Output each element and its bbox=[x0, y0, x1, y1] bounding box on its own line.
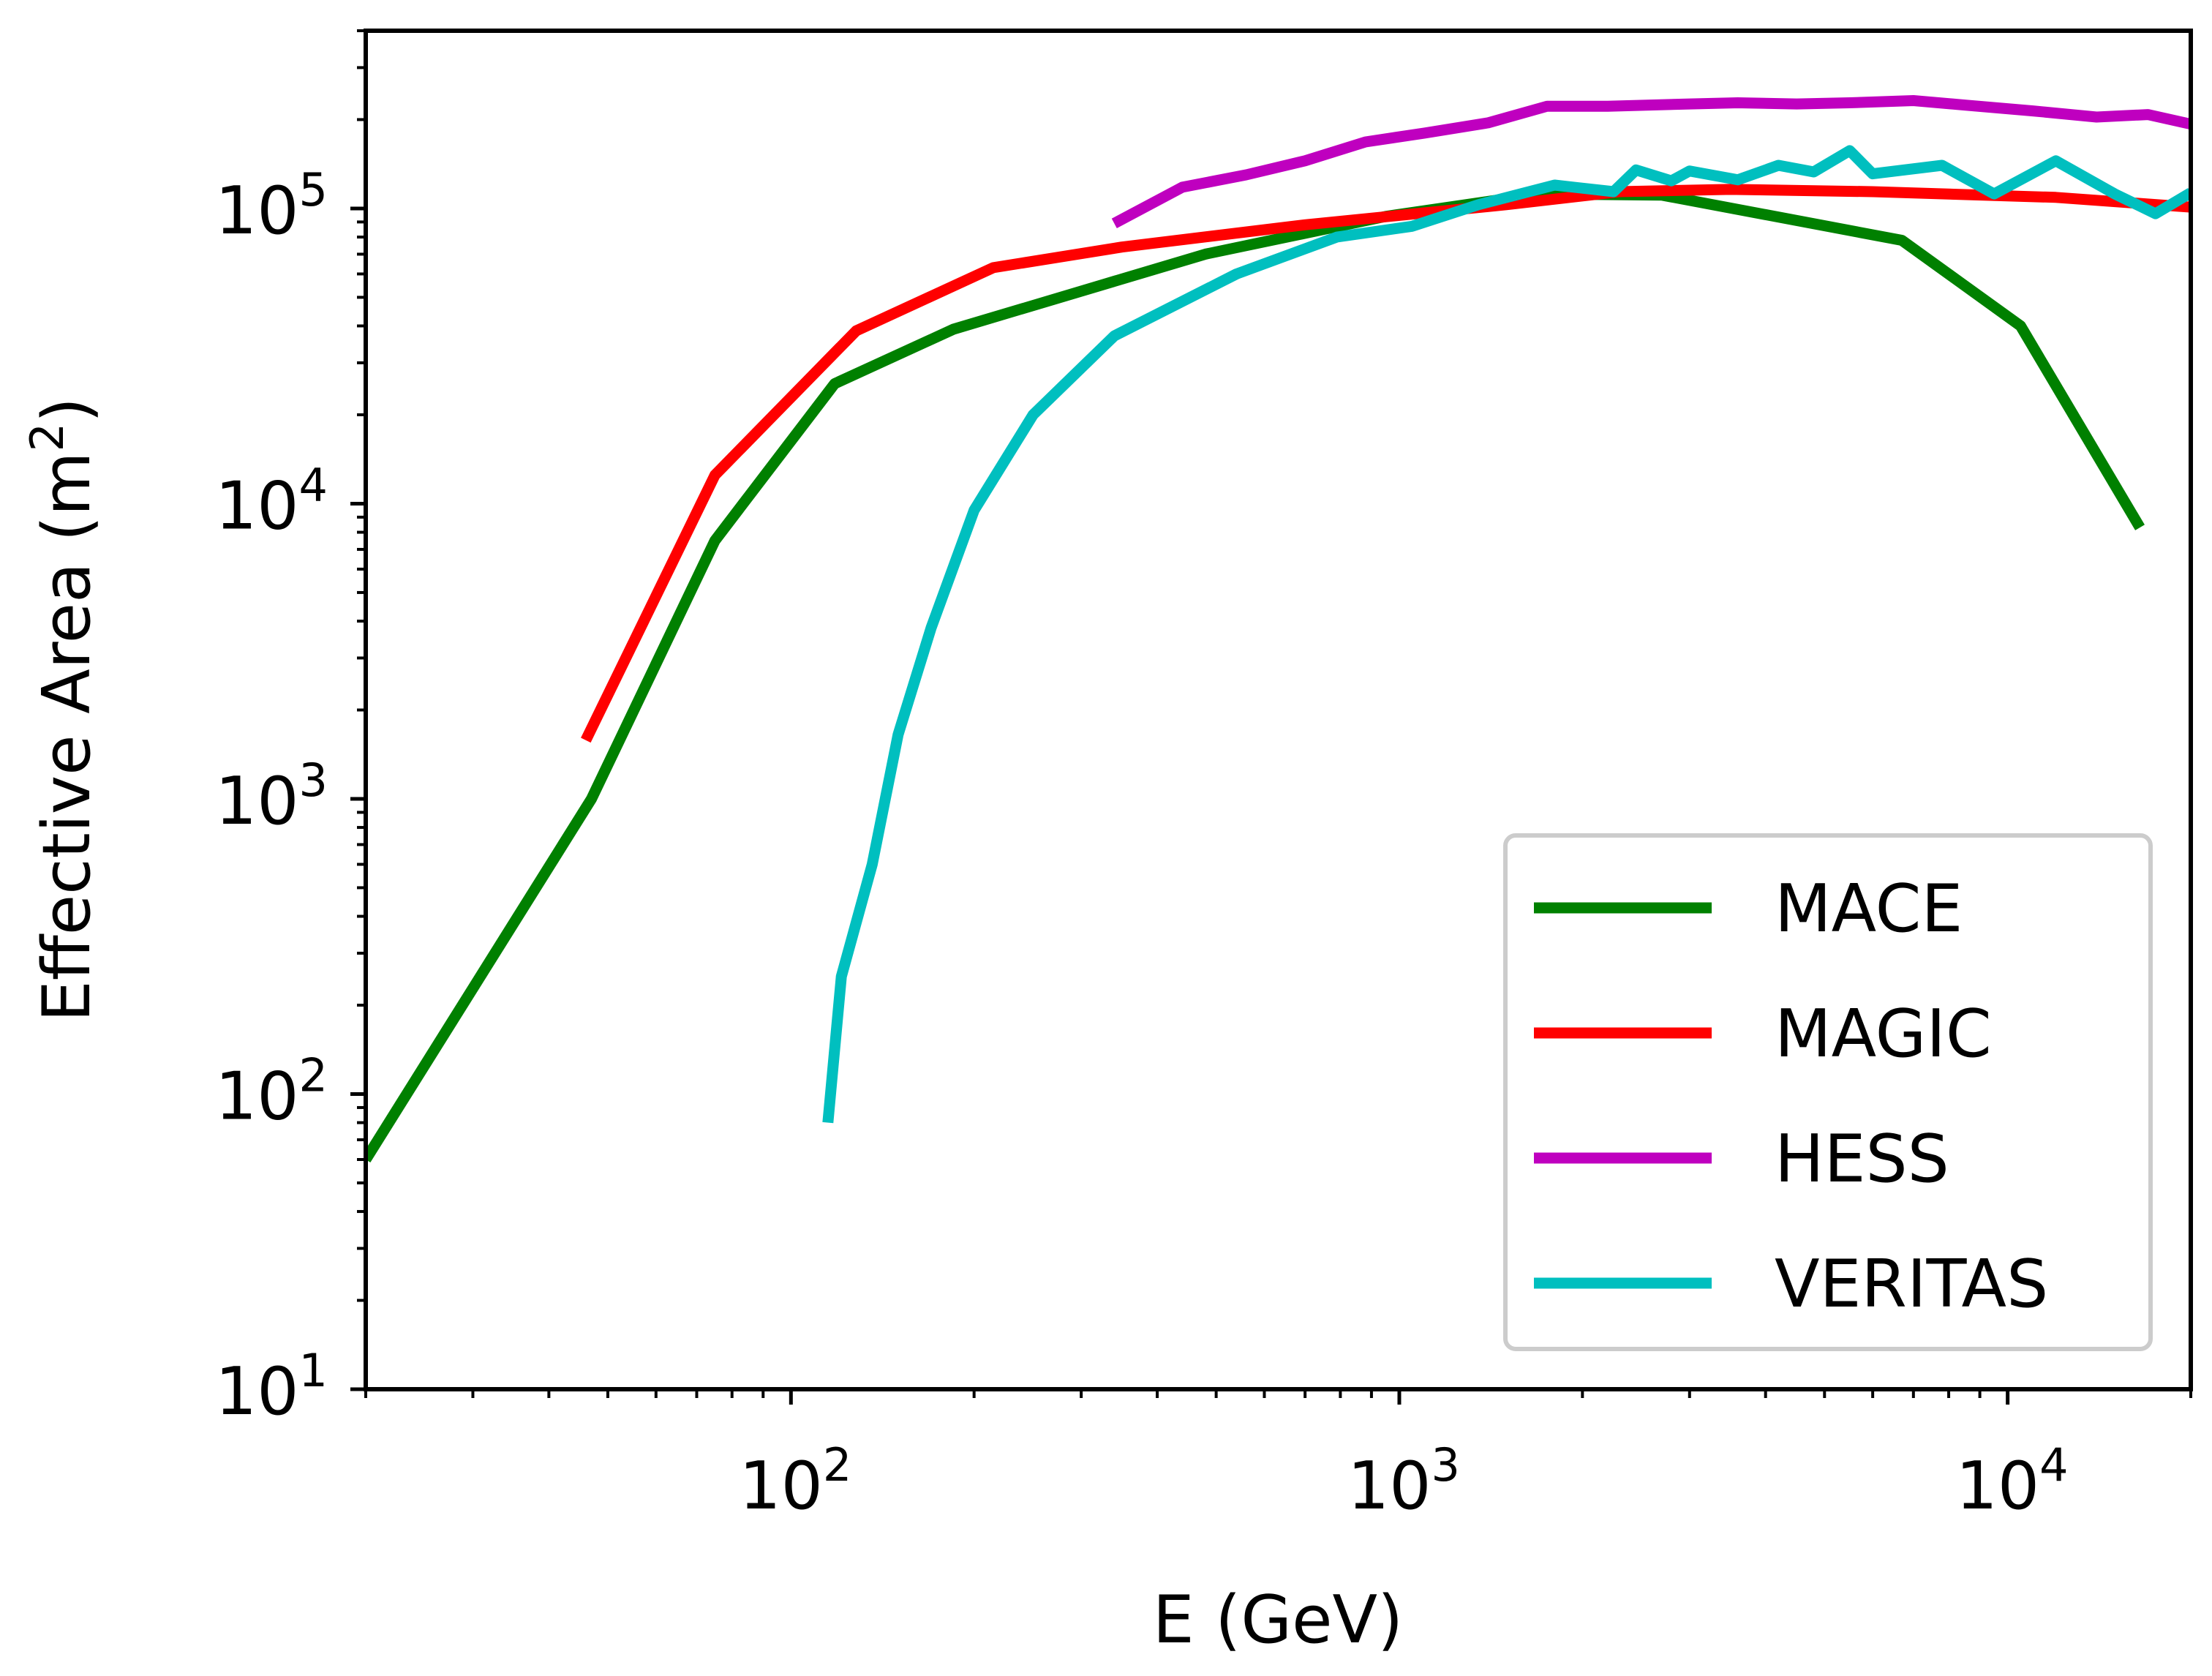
tick-exponent: 3 bbox=[1432, 1438, 1460, 1492]
tick-exponent: 3 bbox=[299, 754, 328, 807]
tick-exponent: 4 bbox=[299, 458, 328, 511]
y-axis-label-superscript: 2 bbox=[20, 423, 74, 451]
tick-base: 10 bbox=[215, 1058, 299, 1135]
legend-box bbox=[1503, 833, 2153, 1351]
legend-label-hess: HESS bbox=[1775, 1121, 1949, 1198]
y-tick-label: 102 bbox=[215, 1048, 328, 1135]
y-axis-label: Effective Area (m2) bbox=[20, 397, 105, 1022]
y-tick-label: 101 bbox=[215, 1344, 328, 1430]
y-axis-label-main: Effective Area (m bbox=[29, 451, 105, 1022]
legend-label-mace: MACE bbox=[1775, 871, 1963, 947]
legend: MACE MAGIC HESS VERITAS bbox=[1503, 833, 2153, 1351]
y-tick-label: 104 bbox=[215, 458, 328, 544]
legend-label-veritas: VERITAS bbox=[1775, 1246, 2048, 1323]
x-tick-label: 102 bbox=[739, 1438, 851, 1525]
tick-exponent: 4 bbox=[2039, 1438, 2068, 1492]
y-axis-label-suffix: ) bbox=[29, 397, 105, 423]
tick-exponent: 1 bbox=[299, 1344, 328, 1397]
axis-ticks bbox=[350, 29, 2192, 1405]
series-line-magic bbox=[581, 184, 2191, 743]
tick-exponent: 2 bbox=[299, 1048, 328, 1102]
tick-base: 10 bbox=[1956, 1448, 2040, 1525]
tick-exponent: 5 bbox=[299, 163, 328, 217]
tick-base: 10 bbox=[215, 1353, 299, 1430]
y-tick-label: 105 bbox=[215, 163, 328, 249]
tick-base: 10 bbox=[215, 763, 299, 840]
plot-area bbox=[364, 29, 2193, 1391]
series-line-hess bbox=[1111, 95, 2191, 229]
series-line-veritas bbox=[822, 145, 2191, 1124]
series-layer bbox=[366, 95, 2191, 1162]
tick-base: 10 bbox=[215, 173, 299, 249]
tick-base: 10 bbox=[739, 1448, 823, 1525]
x-tick-label: 104 bbox=[1956, 1438, 2069, 1525]
legend-entries: MACE MAGIC HESS VERITAS bbox=[1534, 871, 2048, 1323]
x-tick-labels: 102 103 104 bbox=[739, 1438, 2068, 1525]
series-line-mace bbox=[366, 188, 2145, 1162]
x-tick-label: 103 bbox=[1347, 1438, 1460, 1525]
tick-base: 10 bbox=[1347, 1448, 1432, 1525]
legend-label-magic: MAGIC bbox=[1775, 996, 1992, 1072]
tick-base: 10 bbox=[215, 467, 299, 544]
tick-exponent: 2 bbox=[823, 1438, 851, 1492]
y-tick-label: 103 bbox=[215, 754, 328, 840]
x-axis-label: E (GeV) bbox=[1153, 1582, 1403, 1658]
